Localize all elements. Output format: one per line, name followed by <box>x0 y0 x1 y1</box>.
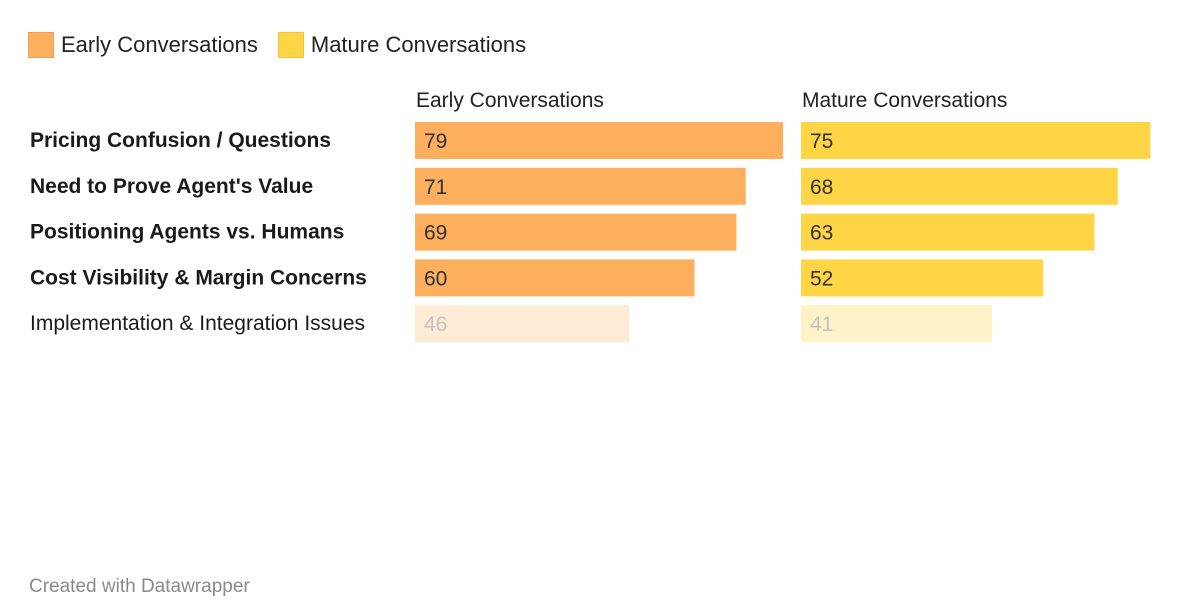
bar-early <box>415 305 630 343</box>
bar-value-label: 46 <box>424 313 447 336</box>
bar-value-label: 79 <box>424 130 447 153</box>
legend-item-early: Early Conversations <box>28 32 258 58</box>
bar-early <box>415 122 783 159</box>
bar-early <box>415 167 746 205</box>
category-label: Cost Visibility & Margin Concerns <box>30 266 367 289</box>
bar-value-label: 68 <box>810 176 833 199</box>
category-label: Pricing Confusion / Questions <box>30 129 331 152</box>
bar-mature <box>801 259 1044 297</box>
legend-label-early: Early Conversations <box>61 32 258 57</box>
bar-early <box>415 259 695 297</box>
bar-value-label: 41 <box>810 313 833 336</box>
column-header-mature: Mature Conversations <box>802 89 1007 112</box>
bar-mature <box>801 122 1151 159</box>
category-label: Need to Prove Agent's Value <box>30 175 313 198</box>
bar-value-label: 69 <box>424 222 447 245</box>
bar-value-label: 63 <box>810 222 833 245</box>
bar-mature <box>801 213 1095 251</box>
bar-value-label: 75 <box>810 130 833 153</box>
bar-value-label: 52 <box>810 267 833 290</box>
bar-chart: Early Conversations Mature Conversations P… <box>30 89 1151 343</box>
bar-mature <box>801 305 992 343</box>
bar-early <box>415 213 737 251</box>
bar-value-label: 71 <box>424 176 447 199</box>
bar-value-label: 60 <box>424 267 447 290</box>
category-label: Implementation & Integration Issues <box>30 312 365 335</box>
column-header-early: Early Conversations <box>416 89 604 112</box>
legend-swatch-mature <box>277 32 304 58</box>
category-label: Positioning Agents vs. Humans <box>30 221 344 244</box>
legend-item-mature: Mature Conversations <box>277 32 527 58</box>
bar-mature <box>801 167 1118 205</box>
legend-label-mature: Mature Conversations <box>310 32 527 57</box>
legend: Early Conversations Mature Conversations <box>28 32 546 58</box>
footer-credit[interactable]: Created with Datawrapper <box>29 576 250 597</box>
legend-swatch-early <box>28 32 54 58</box>
